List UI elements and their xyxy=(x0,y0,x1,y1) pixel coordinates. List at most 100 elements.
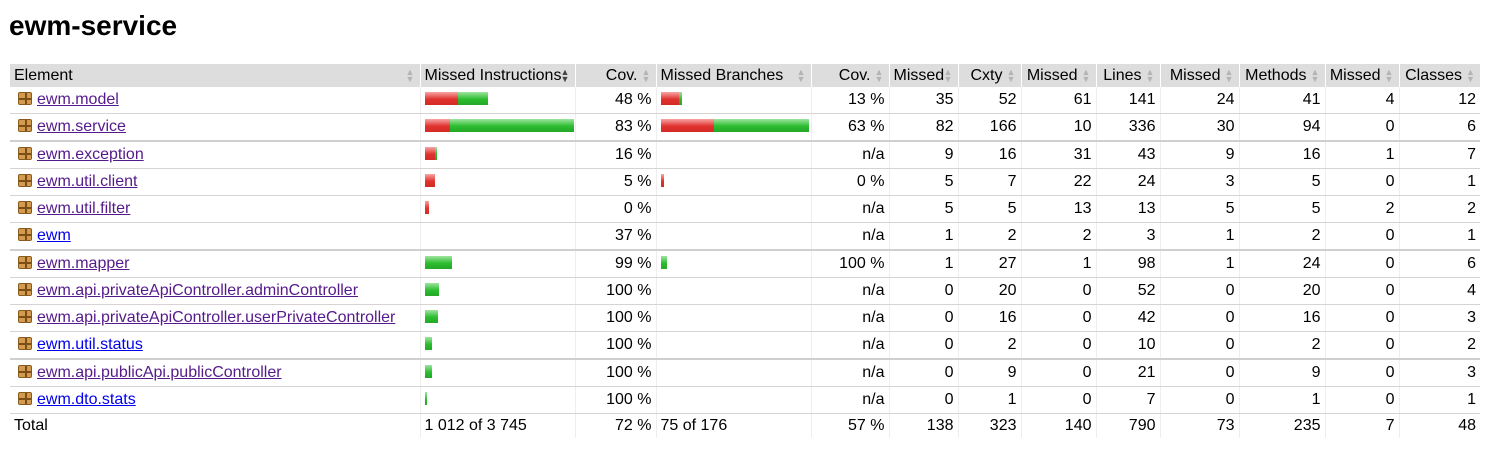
instr-cov-cell: 37 % xyxy=(574,222,656,251)
branches-bar-cell xyxy=(655,168,811,196)
header-missed-methods[interactable]: Missed ▲ ▼ xyxy=(1159,64,1239,87)
table-row: ewm.util.client 5 % 0 % 5 7 22 24 3 5 0 1 xyxy=(10,168,1480,196)
lines-cell: 141 xyxy=(1095,87,1160,114)
package-link[interactable]: ewm.exception xyxy=(37,146,144,163)
coverage-table: Element ▲ ▼ Missed Instructions ▲ ▼ Cov. ▲ ▼ M… xyxy=(10,64,1480,438)
package-link[interactable]: ewm.model xyxy=(37,91,119,108)
header-element[interactable]: Element ▲ ▼ xyxy=(10,64,420,87)
instructions-bar-cell xyxy=(419,359,575,387)
package-link[interactable]: ewm.api.publicApi.publicController xyxy=(37,364,282,381)
package-link[interactable]: ewm.dto.stats xyxy=(37,391,136,408)
classes-cell: 1 xyxy=(1398,168,1480,196)
missed-lines-cell: 31 xyxy=(1020,141,1096,169)
sort-arrows-icon: ▲ ▼ xyxy=(874,67,884,84)
missed-bar-segment xyxy=(424,119,450,132)
header-row: Element ▲ ▼ Missed Instructions ▲ ▼ Cov. ▲ ▼ M… xyxy=(10,64,1480,87)
instructions-bar-cell xyxy=(419,195,575,223)
package-icon xyxy=(18,337,32,350)
instructions-bar-cell xyxy=(419,87,575,114)
package-link[interactable]: ewm.util.status xyxy=(37,336,143,353)
element-cell: ewm.exception xyxy=(10,141,420,169)
lines-cell: 52 xyxy=(1095,277,1160,305)
missed-methods-cell: 5 xyxy=(1159,195,1239,223)
total-missed-cxty: 138 xyxy=(888,413,958,438)
missed-lines-cell: 13 xyxy=(1020,195,1096,223)
header-missed-classes[interactable]: Missed ▲ ▼ xyxy=(1324,64,1399,87)
instructions-bar-cell xyxy=(419,386,575,414)
package-icon xyxy=(18,174,32,187)
lines-cell: 7 xyxy=(1095,386,1160,414)
package-link[interactable]: ewm.util.client xyxy=(37,173,138,190)
classes-cell: 1 xyxy=(1398,222,1480,251)
branch-cov-cell: n/a xyxy=(810,304,889,332)
missed-methods-cell: 9 xyxy=(1159,141,1239,169)
lines-cell: 24 xyxy=(1095,168,1160,196)
cxty-cell: 16 xyxy=(957,304,1021,332)
instructions-coverage-bar xyxy=(424,147,437,160)
methods-cell: 5 xyxy=(1238,168,1325,196)
covered-bar-segment xyxy=(434,147,437,160)
header-missed-cxty[interactable]: Missed ▲ ▼ xyxy=(888,64,958,87)
missed-lines-cell: 2 xyxy=(1020,222,1096,251)
header-missed-instructions[interactable]: Missed Instructions ▲ ▼ xyxy=(419,64,575,87)
table-row: ewm.api.privateApiController.adminContro… xyxy=(10,277,1480,305)
missed-methods-cell: 1 xyxy=(1159,250,1239,278)
instructions-coverage-bar xyxy=(424,283,439,296)
package-link[interactable]: ewm.mapper xyxy=(37,255,130,272)
classes-cell: 7 xyxy=(1398,141,1480,169)
sort-arrows-icon: ▲ ▼ xyxy=(1466,67,1475,84)
branch-cov-cell: 100 % xyxy=(810,250,889,278)
header-cov-branches[interactable]: Cov. ▲ ▼ xyxy=(810,64,889,87)
header-missed-lines[interactable]: Missed ▲ ▼ xyxy=(1020,64,1096,87)
package-link[interactable]: ewm.service xyxy=(37,118,126,135)
branch-cov-cell: 63 % xyxy=(810,113,889,142)
package-link[interactable]: ewm.util.filter xyxy=(37,200,131,217)
cxty-cell: 166 xyxy=(957,113,1021,142)
cxty-cell: 52 xyxy=(957,87,1021,114)
branch-cov-cell: n/a xyxy=(810,359,889,387)
missed-methods-cell: 1 xyxy=(1159,222,1239,251)
branches-bar-cell xyxy=(655,141,811,169)
page-title: ewm-service xyxy=(9,10,178,41)
element-cell: ewm.api.privateApiController.userPrivate… xyxy=(10,304,420,332)
header-cxty[interactable]: Cxty ▲ ▼ xyxy=(957,64,1021,87)
classes-cell: 1 xyxy=(1398,386,1480,414)
sort-arrows-icon: ▲ ▼ xyxy=(1310,67,1320,84)
element-cell: ewm xyxy=(10,222,420,251)
table-row: ewm.exception 16 % n/a 9 16 31 43 9 16 1 7 xyxy=(10,141,1480,169)
package-link[interactable]: ewm.api.privateApiController.userPrivate… xyxy=(37,309,396,326)
instructions-bar-cell xyxy=(419,331,575,360)
total-lines: 790 xyxy=(1095,413,1160,438)
branch-cov-cell: n/a xyxy=(810,277,889,305)
element-cell: ewm.mapper xyxy=(10,250,420,278)
header-lines[interactable]: Lines ▲ ▼ xyxy=(1095,64,1160,87)
header-missed-branches[interactable]: Missed Branches ▲ ▼ xyxy=(655,64,811,87)
missed-bar-segment xyxy=(424,92,458,105)
lines-cell: 3 xyxy=(1095,222,1160,251)
missed-lines-cell: 1 xyxy=(1020,250,1096,278)
branch-cov-cell: 0 % xyxy=(810,168,889,196)
missed-classes-cell: 0 xyxy=(1324,331,1399,360)
element-cell: ewm.util.client xyxy=(10,168,420,196)
missed-cxty-cell: 82 xyxy=(888,113,958,142)
missed-methods-cell: 24 xyxy=(1159,87,1239,114)
missed-classes-cell: 0 xyxy=(1324,168,1399,196)
covered-bar-segment xyxy=(424,392,427,405)
missed-cxty-cell: 0 xyxy=(888,277,958,305)
package-link[interactable]: ewm.api.privateApiController.adminContro… xyxy=(37,282,359,299)
covered-bar-segment xyxy=(660,256,667,269)
header-cov-instructions[interactable]: Cov. ▲ ▼ xyxy=(574,64,656,87)
missed-methods-cell: 0 xyxy=(1159,331,1239,360)
instr-cov-cell: 5 % xyxy=(574,168,656,196)
missed-bar-segment xyxy=(424,147,435,160)
branches-coverage-bar xyxy=(660,92,682,105)
methods-cell: 5 xyxy=(1238,195,1325,223)
header-methods[interactable]: Methods ▲ ▼ xyxy=(1238,64,1325,87)
package-icon xyxy=(18,92,32,105)
instr-cov-cell: 83 % xyxy=(574,113,656,142)
header-classes[interactable]: Classes ▲ ▼ xyxy=(1398,64,1480,87)
package-link[interactable]: ewm xyxy=(37,227,71,244)
instructions-coverage-bar xyxy=(424,92,488,105)
instructions-bar-cell xyxy=(419,141,575,169)
instructions-bar-cell xyxy=(419,113,575,142)
